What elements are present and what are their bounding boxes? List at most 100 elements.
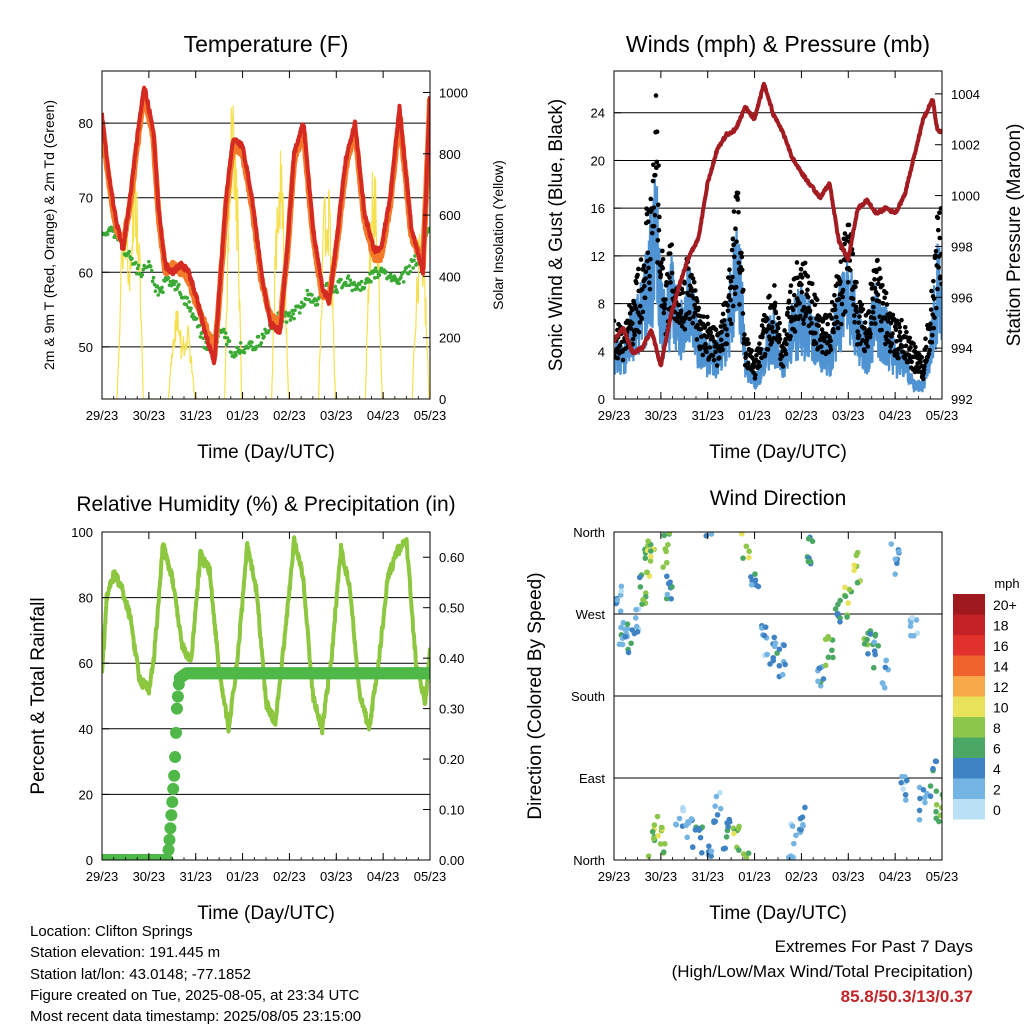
gust-point [839,301,845,307]
x-tick-label: 29/23 [86,408,119,423]
gust-point [938,274,942,280]
chart-title: Relative Humidity (%) & Precipitation (i… [76,493,455,516]
direction-point [861,641,868,647]
direction-point [655,832,661,839]
gust-point [777,320,782,326]
gust-point [926,351,932,357]
colorbar-label: 20+ [993,597,1017,613]
station-location: Location: Clifton Springs [30,923,193,940]
gust-point [718,324,724,329]
gust-point [745,337,750,342]
gust-point [750,365,756,370]
direction-point [816,665,823,672]
direction-point [772,640,779,646]
dewpoint-point [177,282,181,287]
plot-area [102,535,430,860]
direction-point [723,834,730,840]
x-tick-label: 29/23 [86,869,119,884]
y2-tick-label: 994 [951,341,973,356]
dewpoint-point [198,335,203,339]
y-tick-label: 4 [598,344,605,359]
dewpoint-point [178,292,183,297]
direction-point [676,815,683,822]
gust-point [853,284,858,290]
gust-point [708,330,714,335]
dewpoint-point [133,260,138,265]
series-precipitation [102,667,430,860]
dewpoint-point [384,270,388,274]
gust-point [896,333,902,339]
direction-point [776,646,783,653]
gust-point [870,296,875,302]
gust-point [846,222,852,228]
direction-point [837,619,843,625]
direction-point [865,651,871,657]
gust-point [920,376,926,382]
gust-point [651,205,657,210]
colorbar-swatch [953,778,985,799]
gust-point [655,237,661,243]
direction-point [835,601,841,608]
direction-point [767,661,773,667]
direction-point [842,584,848,591]
direction-point [658,824,665,831]
dewpoint-point [249,344,253,348]
direction-point [930,765,936,772]
gust-point [884,302,890,307]
dewpoint-point [393,276,398,280]
precip-point [167,782,180,795]
direction-point [898,779,904,786]
direction-point [736,847,742,853]
gust-point [809,321,814,326]
direction-point [654,813,661,820]
dewpoint-point [222,327,226,332]
gust-point [726,275,731,280]
direction-point [743,543,750,550]
gust-point [705,314,710,320]
gust-point [630,336,636,342]
gust-point [740,311,746,316]
x-tick-label: 01/23 [226,408,259,423]
x-axis-label: Time (Day/UTC) [709,442,847,463]
gust-point [931,278,936,284]
x-tick-label: 04/23 [879,408,912,423]
gust-point [780,364,786,369]
direction-point [791,840,797,847]
gust-point [734,239,739,244]
direction-point [815,678,821,685]
gust-point [655,202,661,208]
gust-point [828,338,833,344]
gust-point [637,303,643,309]
direction-point [698,850,705,856]
dewpoint-point [227,339,232,343]
gust-point [732,291,738,297]
gust-point [840,287,846,293]
x-tick-label: 30/23 [645,408,678,423]
gust-point [735,197,741,202]
y2-tick-label: 1002 [951,138,980,153]
direction-point [899,773,905,780]
direction-point [633,606,639,613]
gust-point [935,286,940,292]
direction-point [829,647,835,654]
gust-point [713,327,719,333]
series-station-pressure [614,81,942,368]
x-axis-label: Time (Day/UTC) [197,442,335,463]
direction-point [776,662,783,669]
direction-point [745,850,752,856]
gust-point [664,281,670,287]
gust-point [736,209,741,215]
gust-point [717,355,722,361]
dewpoint-point [353,287,357,292]
gust-point [725,303,730,308]
direction-point [826,635,832,642]
precip-point [168,769,181,782]
station-elevation: Station elevation: 191.445 m [30,944,221,962]
colorbar-swatch [953,594,985,615]
direction-point [932,758,939,764]
dewpoint-point [223,331,228,335]
gust-point [724,341,730,347]
y-tick-label: North [573,525,605,540]
colorbar-label: 10 [993,700,1009,716]
direction-point [625,649,632,656]
